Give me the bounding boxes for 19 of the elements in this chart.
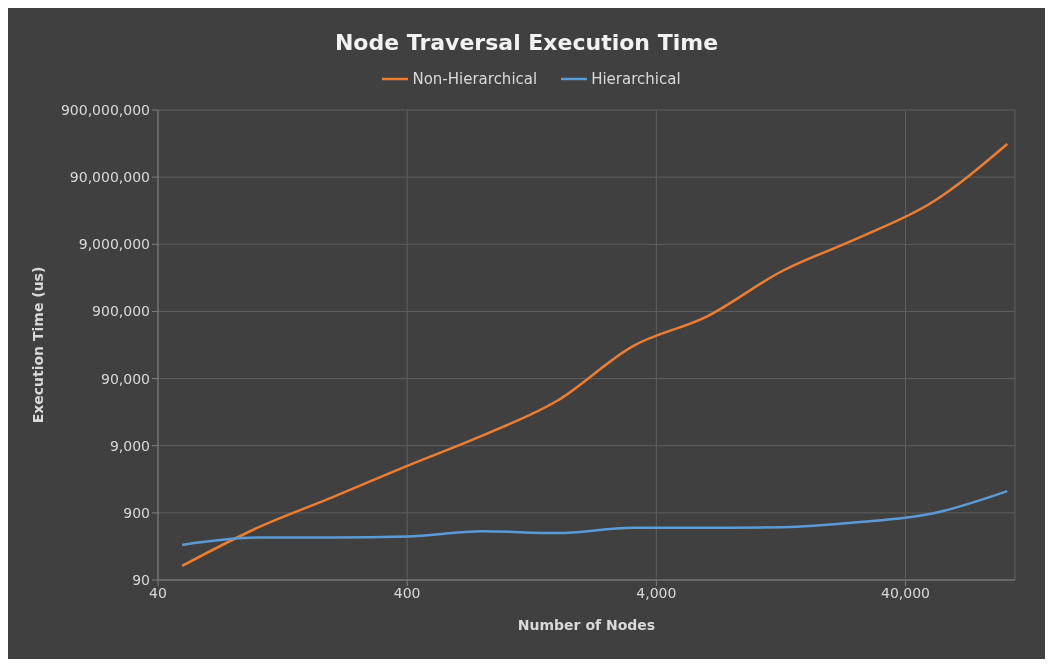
y-tick-label: 900,000,000 <box>60 101 150 118</box>
legend-label: Hierarchical <box>590 70 681 88</box>
y-tick-label: 9,000 <box>109 437 150 454</box>
chart-title: Node Traversal Execution Time <box>333 29 720 57</box>
line-series <box>180 489 1009 547</box>
y-tick-label: 900,000 <box>92 303 150 320</box>
y-tick-label: 90,000 <box>101 370 150 387</box>
y-tick-label: 9,000,000 <box>78 236 150 253</box>
y-tick-label: 900 <box>123 504 150 521</box>
x-tick-label: 400 <box>393 584 421 601</box>
x-tick-label: 4,000 <box>636 584 677 601</box>
x-tick-label: 40,000 <box>881 584 931 601</box>
x-tick-label: 40 <box>149 584 167 601</box>
line-series <box>180 142 1009 568</box>
y-tick-label: 90 <box>132 571 150 588</box>
y-axis-title: Execution Time (us) <box>29 266 46 424</box>
x-axis-title: Number of Nodes <box>517 617 656 633</box>
y-tick-label: 90,000,000 <box>69 169 150 186</box>
legend-label: Non-Hierarchical <box>411 70 538 88</box>
